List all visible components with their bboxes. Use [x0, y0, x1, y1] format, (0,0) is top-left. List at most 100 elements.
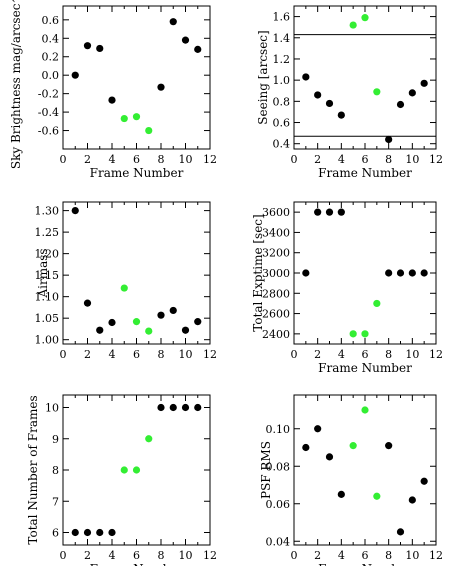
data-point: [385, 135, 393, 144]
data-point: [385, 269, 393, 277]
x-tick-label: 12: [429, 549, 443, 562]
data-point: [373, 88, 381, 96]
x-tick-label: 10: [179, 348, 193, 361]
y-tick-label: 1.20: [35, 248, 60, 261]
y-tick-label: 3400: [262, 226, 290, 239]
x-tick-label: 2: [84, 549, 91, 562]
x-tick-label: 12: [429, 348, 443, 361]
data-point: [83, 42, 92, 50]
data-point: [337, 208, 345, 216]
x-axis-title: Frame Number: [90, 166, 184, 180]
x-tick-label: 10: [405, 549, 419, 562]
data-point: [194, 45, 202, 53]
y-tick-label: 0.2: [42, 51, 60, 64]
x-tick-label: 8: [158, 549, 165, 562]
data-point: [157, 83, 165, 91]
data-point: [373, 299, 381, 308]
data-point: [169, 403, 177, 412]
data-point: [145, 126, 153, 135]
x-axis-title: Frame Number: [90, 562, 184, 566]
y-tick-label: 2800: [262, 287, 290, 300]
data-point: [169, 18, 177, 26]
data-point: [132, 318, 141, 326]
data-point: [120, 114, 128, 123]
y-tick-label: 1.00: [35, 334, 60, 347]
x-tick-label: 6: [133, 549, 140, 562]
y-tick-label: 0.4: [42, 32, 60, 45]
data-point: [420, 79, 428, 87]
data-point: [396, 100, 405, 109]
data-point: [314, 91, 322, 99]
data-point: [385, 442, 393, 450]
panel-6: 0 2 4 6 8 10 12 0.04 0.06 0.08 0.10 Frame Number PSF…: [259, 394, 443, 566]
x-tick-label: 2: [84, 348, 91, 361]
x-tick-label: 8: [385, 549, 392, 562]
data-point: [157, 403, 165, 412]
x-tick-label: 12: [203, 348, 217, 361]
data-point: [157, 311, 165, 319]
data-point: [71, 207, 79, 215]
y-axis-title: Total Number of Frames: [26, 395, 40, 544]
data-point: [96, 528, 104, 537]
data-point: [194, 403, 202, 412]
data-point: [181, 326, 190, 334]
y-tick-label: 3200: [262, 247, 290, 260]
y-tick-label: 1.15: [35, 269, 60, 282]
x-tick-label: 8: [158, 153, 165, 166]
data-point: [325, 99, 334, 108]
x-tick-label: 4: [338, 153, 345, 166]
data-point: [396, 528, 405, 536]
y-tick-label: 1.0: [273, 74, 291, 87]
data-point: [181, 36, 190, 44]
x-tick-label: 6: [362, 153, 369, 166]
panel-4: 0 2 4 6 8 10 12 2400 2600 2800 3000 3200 3400 3600 Fra…: [251, 201, 443, 375]
data-point: [302, 73, 310, 81]
x-tick-label: 0: [291, 348, 298, 361]
x-tick-label: 8: [385, 348, 392, 361]
y-tick-label: 1.6: [273, 11, 291, 24]
data-point: [314, 208, 322, 216]
data-point: [108, 318, 116, 327]
y-axis-title: Total Exptime [sec]: [251, 214, 265, 331]
x-tick-label: 10: [179, 153, 193, 166]
data-point: [181, 403, 190, 412]
x-tick-label: 4: [109, 549, 116, 562]
x-tick-label: 4: [338, 549, 345, 562]
data-point: [83, 528, 92, 537]
data-point: [302, 443, 310, 452]
y-tick-label: 0.6: [42, 14, 60, 27]
x-tick-label: 2: [314, 348, 321, 361]
data-point: [132, 113, 141, 121]
plot-frame: [293, 394, 437, 546]
y-tick-label: 8: [52, 464, 59, 477]
data-point: [337, 490, 345, 498]
x-tick-label: 8: [385, 153, 392, 166]
y-tick-label: 1.30: [35, 205, 60, 218]
y-axis-title: Seeing [arcsec]: [256, 30, 270, 124]
x-tick-label: 6: [362, 549, 369, 562]
y-axis-title: Airmass: [36, 248, 50, 298]
x-tick-label: 12: [203, 153, 217, 166]
plot-frame: [62, 5, 211, 150]
data-point: [314, 425, 322, 433]
y-tick-label: -0.4: [38, 106, 59, 119]
x-tick-label: 0: [60, 549, 67, 562]
y-tick-label: 3000: [262, 267, 290, 280]
data-point: [120, 466, 128, 474]
y-tick-label: 1.25: [35, 226, 60, 239]
data-point: [194, 318, 202, 326]
y-tick-label: 0.04: [266, 535, 291, 548]
data-point: [396, 269, 405, 277]
x-tick-label: 4: [109, 348, 116, 361]
data-point: [408, 89, 416, 97]
data-point: [145, 327, 153, 335]
data-point: [349, 330, 357, 338]
y-tick-label: 7: [52, 495, 59, 508]
x-tick-label: 10: [179, 549, 193, 562]
data-point: [71, 528, 79, 537]
data-point: [108, 528, 116, 537]
x-tick-label: 12: [203, 549, 217, 562]
x-tick-label: 4: [338, 348, 345, 361]
y-tick-label: 1.10: [35, 291, 60, 304]
